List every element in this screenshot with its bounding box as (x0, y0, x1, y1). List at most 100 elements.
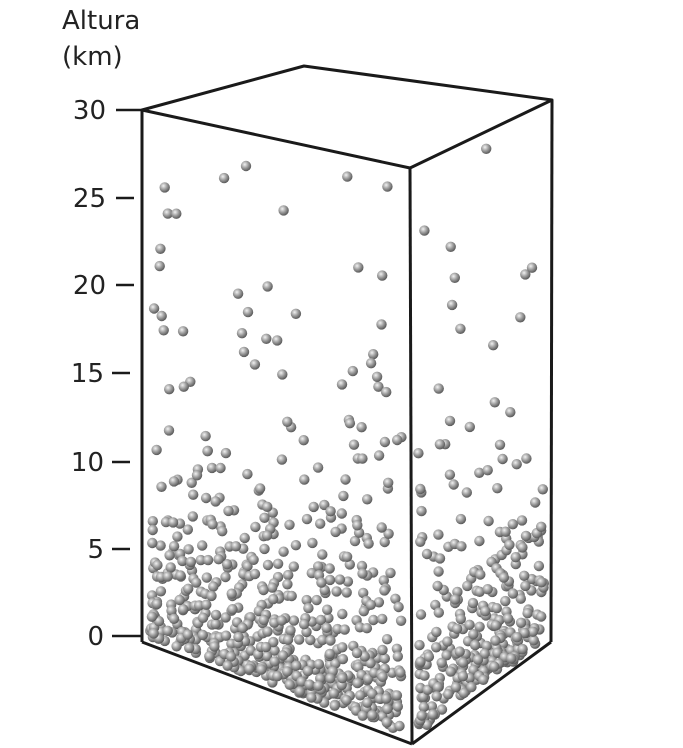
air-particle (450, 682, 462, 693)
air-particle (537, 484, 548, 495)
tick-label-25: 25 (73, 184, 106, 214)
air-particle (282, 666, 293, 677)
air-particle (385, 567, 396, 579)
air-particle (151, 444, 162, 456)
air-particle (337, 653, 349, 665)
air-particle (221, 559, 233, 570)
air-particle (464, 421, 475, 433)
air-particle (155, 243, 166, 254)
air-particle (504, 539, 515, 550)
air-particle (185, 556, 197, 568)
air-particle (536, 577, 547, 588)
air-particle (442, 636, 453, 647)
air-particle (457, 671, 469, 682)
air-particle (432, 682, 443, 693)
air-particle (341, 695, 352, 706)
axis-title-line2: (km) (62, 42, 123, 72)
air-particle (225, 651, 237, 662)
air-particle (191, 577, 202, 588)
air-particle (445, 666, 456, 677)
air-particle (520, 269, 531, 280)
air-particle (474, 467, 485, 478)
air-particle (197, 540, 208, 551)
air-particle (177, 555, 188, 567)
air-particle (240, 160, 252, 172)
air-particle (391, 643, 403, 654)
air-particle (483, 515, 494, 527)
air-particle (474, 535, 485, 547)
air-particle (368, 614, 379, 626)
air-particle (148, 628, 159, 639)
air-particle (415, 536, 426, 547)
air-particle (167, 517, 179, 528)
air-particle (455, 613, 466, 625)
air-particle (444, 469, 456, 480)
air-particle (256, 664, 267, 675)
air-particle (188, 489, 199, 500)
air-particle (259, 512, 270, 523)
air-particle (207, 519, 218, 530)
air-particle (347, 365, 358, 377)
air-particle (416, 505, 427, 517)
air-particle (290, 308, 302, 319)
air-particle (365, 658, 376, 669)
air-particle (232, 288, 244, 299)
air-particle (379, 653, 390, 664)
air-particle (168, 613, 180, 624)
air-particle (348, 439, 360, 450)
air-particle (220, 612, 231, 623)
air-particle (443, 689, 454, 700)
air-particle (285, 625, 296, 636)
air-particle (337, 642, 348, 653)
air-particle (313, 561, 324, 572)
air-particle (507, 588, 519, 599)
air-particle (415, 609, 427, 620)
air-particle (183, 583, 194, 594)
air-particle (431, 691, 442, 702)
air-particle (392, 434, 403, 446)
air-particle (249, 359, 261, 370)
air-particle (474, 621, 485, 632)
air-particle (379, 585, 390, 596)
air-particle (475, 569, 486, 580)
air-particle (182, 524, 193, 535)
air-particle (178, 381, 189, 392)
air-particle (278, 546, 289, 557)
air-particle (262, 281, 273, 292)
tick-label-10: 10 (71, 448, 104, 478)
air-particle (325, 673, 336, 684)
air-particle (446, 299, 458, 311)
air-particle (147, 516, 158, 527)
air-particle (494, 439, 506, 450)
air-particle (362, 494, 373, 505)
air-particle (217, 526, 228, 537)
air-particle (174, 594, 185, 606)
tick-label-5: 5 (87, 535, 104, 565)
air-particle (355, 690, 366, 701)
air-particle (489, 661, 500, 672)
air-particle (381, 717, 392, 728)
box-top-face (140, 64, 554, 170)
air-particle (202, 446, 213, 457)
air-particle (296, 676, 307, 687)
air-particle (307, 537, 318, 549)
air-particle (334, 574, 346, 585)
air-particle (208, 581, 219, 592)
air-particle (312, 462, 324, 473)
air-particle (272, 558, 284, 569)
air-particle (156, 310, 167, 322)
air-particle (288, 561, 299, 572)
air-particle (373, 597, 385, 608)
air-particle (277, 369, 288, 380)
air-particle (299, 474, 310, 485)
air-particle (337, 672, 348, 684)
air-particle (254, 483, 266, 494)
air-particle (488, 340, 499, 351)
air-particle (451, 623, 463, 634)
air-particle (162, 625, 173, 636)
air-particle (381, 693, 392, 704)
air-particle (204, 651, 215, 662)
air-particle (444, 415, 456, 427)
air-particle (490, 635, 501, 646)
air-particle (233, 631, 244, 643)
